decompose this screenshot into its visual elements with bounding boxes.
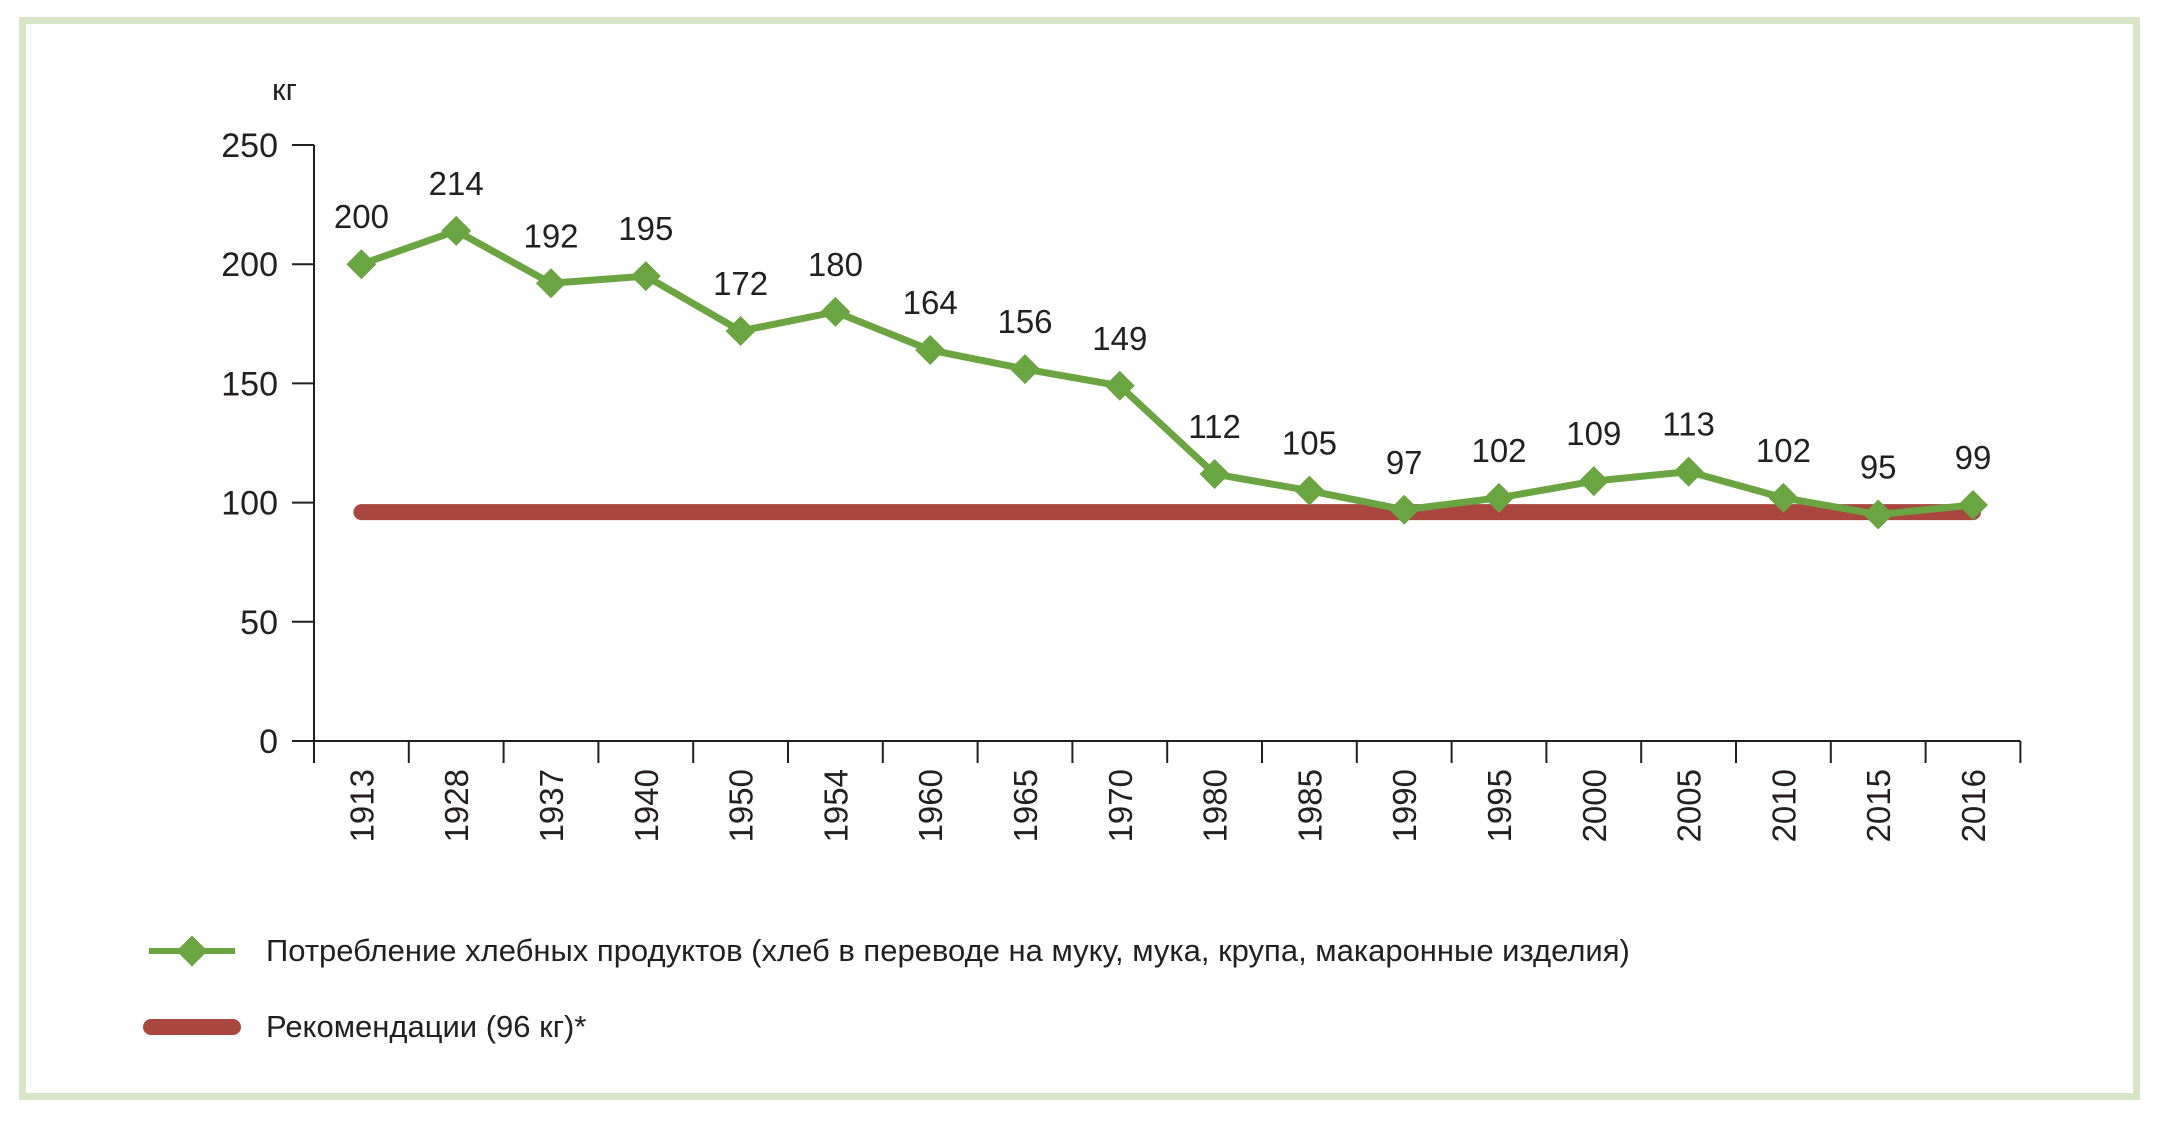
x-tick-label: 1928 [438,769,475,842]
data-label: 172 [713,265,768,302]
y-tick-label: 150 [221,365,278,403]
y-tick-label: 250 [221,127,278,165]
y-tick-label: 200 [221,246,278,284]
data-label: 156 [997,303,1052,340]
data-point-diamond [1578,466,1609,497]
data-point-diamond [1863,499,1894,530]
data-point-diamond [630,261,661,292]
data-label: 195 [618,210,673,247]
legend-swatch-diamond-line-icon [149,931,235,971]
x-tick-label: 1954 [817,769,854,842]
x-tick-label: 1985 [1291,769,1328,842]
x-tick-label: 2016 [1955,769,1992,842]
data-label: 180 [808,246,863,283]
data-label: 164 [903,284,958,321]
data-label: 99 [1955,439,1992,476]
x-tick-label: 1950 [723,769,760,842]
legend-label: Потребление хлебных продуктов (хлеб в пе… [266,933,1630,968]
data-label: 102 [1471,432,1526,469]
x-tick-label: 1965 [1007,769,1044,842]
x-tick-label: 1937 [533,769,570,842]
y-tick-label: 100 [221,485,278,523]
x-tick-label: 2010 [1765,769,1802,842]
data-point-diamond [1010,354,1040,385]
data-point-diamond [1389,494,1420,525]
x-tick-label: 1913 [343,769,380,842]
data-point-diamond [725,315,756,346]
legend-label: Рекомендации (96 кг)* [266,1009,587,1044]
data-label: 113 [1662,406,1715,443]
x-tick-label: 2000 [1576,769,1613,842]
data-label: 105 [1282,425,1337,462]
data-label: 192 [523,217,578,254]
y-axis-label: кг [272,72,297,107]
data-point-diamond [1673,456,1704,487]
legend-item-consumption: Потребление хлебных продуктов (хлеб в пе… [149,931,1630,971]
data-point-diamond [1768,482,1799,513]
legend-item-recommendation: Рекомендации (96 кг)* [143,1007,587,1047]
y-tick-label: 0 [259,723,278,761]
data-label: 102 [1756,432,1811,469]
chart-frame [19,17,2140,1100]
data-point-diamond [915,335,946,366]
data-point-diamond [1484,482,1514,513]
data-point-diamond [346,249,377,280]
data-point-diamond [1104,370,1135,401]
data-label: 149 [1092,320,1147,357]
x-tick-label: 1940 [628,769,665,842]
data-point-diamond [1199,458,1230,489]
data-label: 112 [1188,408,1241,445]
x-tick-label: 1990 [1386,769,1423,842]
data-point-diamond [820,296,851,327]
x-tick-label: 1980 [1197,769,1234,842]
y-tick-label: 50 [240,604,278,642]
data-label: 97 [1386,444,1423,481]
data-label: 214 [429,165,484,202]
series-line-consumption [360,227,1974,519]
data-point-diamond [536,268,566,299]
data-point-diamond [1958,489,1988,520]
data-point-diamond [1294,475,1325,506]
legend-swatch-line-icon [143,1007,241,1047]
x-tick-label: 1960 [912,769,949,842]
data-label: 200 [334,198,389,235]
x-tick-label: 2015 [1860,769,1897,842]
data-label: 109 [1566,415,1621,452]
data-label: 95 [1860,449,1897,486]
x-tick-label: 2005 [1671,769,1708,842]
x-tick-label: 1970 [1102,769,1139,842]
data-point-diamond [441,215,472,246]
x-tick-label: 1995 [1481,769,1518,842]
